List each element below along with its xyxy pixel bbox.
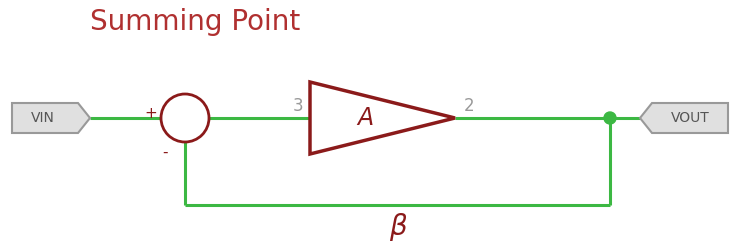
Text: VOUT: VOUT	[670, 111, 710, 125]
Circle shape	[161, 94, 209, 142]
Text: -: -	[162, 144, 168, 159]
Text: +: +	[145, 106, 158, 121]
Text: VIN: VIN	[31, 111, 55, 125]
Polygon shape	[310, 82, 455, 154]
Text: 3: 3	[292, 97, 303, 115]
Text: Summing Point: Summing Point	[90, 8, 300, 36]
Polygon shape	[640, 103, 728, 133]
Text: β: β	[388, 213, 406, 241]
Polygon shape	[12, 103, 90, 133]
Text: 2: 2	[464, 97, 474, 115]
Text: A: A	[357, 106, 374, 130]
Circle shape	[604, 112, 616, 124]
